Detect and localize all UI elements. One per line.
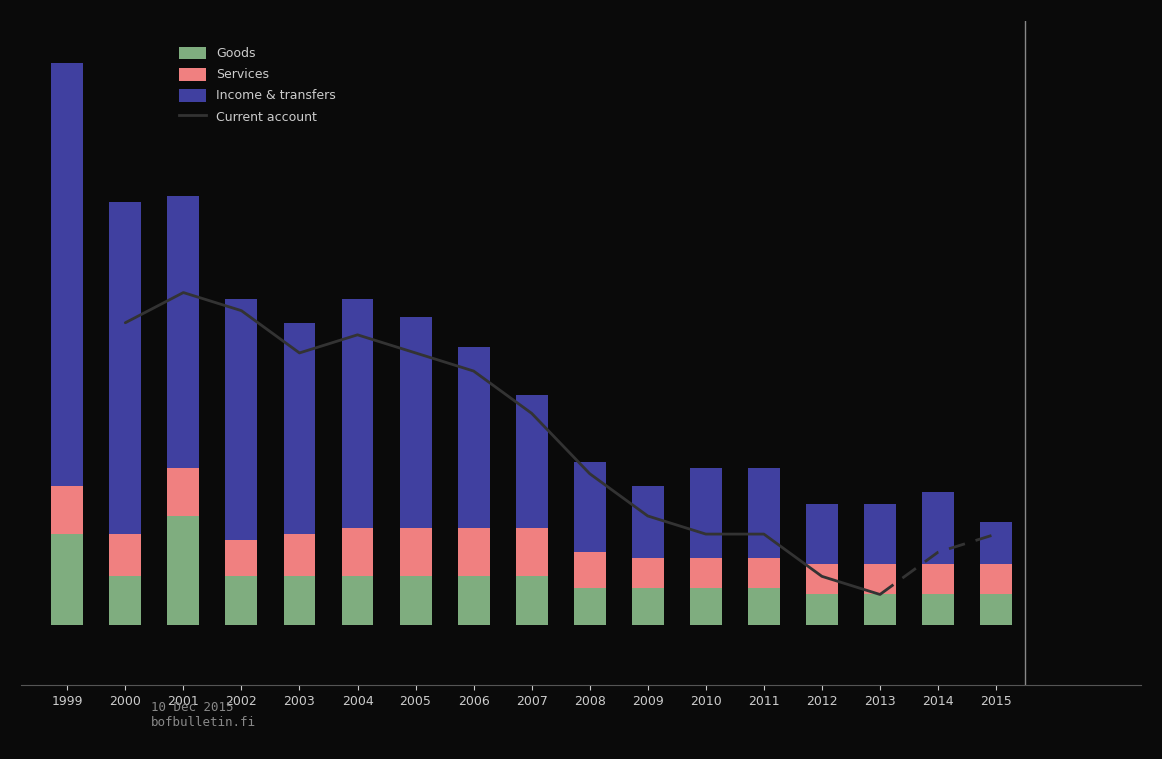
Bar [748, 558, 780, 588]
Bar [167, 196, 200, 468]
Bar [632, 588, 664, 625]
Bar [342, 576, 373, 625]
Bar [806, 504, 838, 564]
Bar [980, 594, 1012, 625]
Bar [51, 63, 84, 486]
Bar [690, 558, 722, 588]
Bar [921, 564, 954, 594]
Bar [167, 468, 200, 516]
Bar [516, 395, 547, 528]
Bar [284, 576, 315, 625]
Bar [980, 522, 1012, 564]
Bar [400, 576, 431, 625]
Bar [51, 534, 84, 625]
Bar [400, 317, 431, 528]
Bar [865, 564, 896, 594]
Bar [806, 564, 838, 594]
Bar [632, 486, 664, 558]
Bar [225, 540, 257, 576]
Bar [109, 534, 142, 576]
Bar [865, 504, 896, 564]
Bar [748, 468, 780, 558]
Bar [109, 576, 142, 625]
Bar [516, 528, 547, 576]
Bar [516, 576, 547, 625]
Bar [342, 528, 373, 576]
Bar [806, 594, 838, 625]
Bar [865, 594, 896, 625]
Bar [458, 347, 489, 528]
Legend: Goods, Services, Income & transfers, Current account: Goods, Services, Income & transfers, Cur… [173, 40, 343, 130]
Bar [109, 202, 142, 534]
Bar [980, 564, 1012, 594]
Bar [225, 298, 257, 540]
Bar [51, 486, 84, 534]
Bar [167, 516, 200, 625]
Bar [574, 553, 605, 588]
Bar [690, 588, 722, 625]
Bar [284, 323, 315, 534]
Bar [632, 558, 664, 588]
Bar [921, 492, 954, 564]
Bar [225, 576, 257, 625]
Bar [574, 461, 605, 553]
Bar [690, 468, 722, 558]
Text: 10 Dec 2015
bofbulletin.fi: 10 Dec 2015 bofbulletin.fi [151, 701, 256, 729]
Bar [400, 528, 431, 576]
Bar [921, 594, 954, 625]
Bar [342, 298, 373, 528]
Bar [458, 528, 489, 576]
Bar [284, 534, 315, 576]
Bar [458, 576, 489, 625]
Bar [748, 588, 780, 625]
Bar [574, 588, 605, 625]
